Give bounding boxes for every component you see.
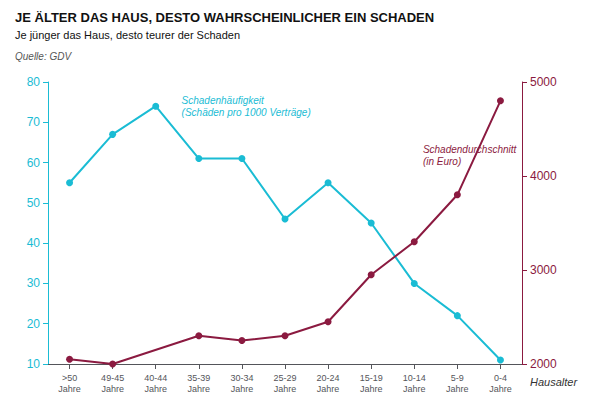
svg-text:80: 80 (27, 75, 41, 89)
svg-text:40-44: 40-44 (144, 373, 167, 383)
svg-text:20-24: 20-24 (317, 373, 340, 383)
svg-text:4000: 4000 (530, 169, 557, 183)
svg-text:Jahre: Jahre (489, 384, 512, 394)
svg-text:Jahre: Jahre (101, 384, 124, 394)
svg-text:30: 30 (27, 276, 41, 290)
svg-text:10: 10 (27, 357, 41, 371)
svg-text:Jahre: Jahre (274, 384, 297, 394)
svg-text:Quelle: GDV: Quelle: GDV (15, 51, 72, 62)
svg-text:>50: >50 (62, 373, 77, 383)
svg-text:5000: 5000 (530, 75, 557, 89)
svg-text:Schadenhäufigkeit: Schadenhäufigkeit (182, 95, 266, 106)
svg-text:40: 40 (27, 236, 41, 250)
svg-text:15-19: 15-19 (360, 373, 383, 383)
svg-text:60: 60 (27, 156, 41, 170)
svg-text:JE ÄLTER DAS HAUS, DESTO WAHRS: JE ÄLTER DAS HAUS, DESTO WAHRSCHEINLICHE… (15, 10, 434, 25)
svg-text:10-14: 10-14 (403, 373, 426, 383)
svg-text:(Schäden pro 1000 Verträge): (Schäden pro 1000 Verträge) (182, 107, 311, 118)
svg-text:Jahre: Jahre (188, 384, 211, 394)
svg-text:Jahre: Jahre (360, 384, 383, 394)
svg-text:(in Euro): (in Euro) (423, 156, 461, 167)
svg-text:50: 50 (27, 196, 41, 210)
svg-text:5-9: 5-9 (451, 373, 464, 383)
svg-text:Jahre: Jahre (231, 384, 254, 394)
svg-text:Jahre: Jahre (58, 384, 81, 394)
svg-text:3000: 3000 (530, 263, 557, 277)
svg-text:Jahre: Jahre (317, 384, 340, 394)
svg-text:2000: 2000 (530, 357, 557, 371)
svg-text:Je jünger das Haus, desto teur: Je jünger das Haus, desto teurer der Sch… (15, 29, 240, 41)
svg-text:Jahre: Jahre (446, 384, 469, 394)
svg-text:30-34: 30-34 (230, 373, 253, 383)
svg-text:Jahre: Jahre (403, 384, 426, 394)
svg-text:49-45: 49-45 (101, 373, 124, 383)
svg-text:Hausalter: Hausalter (530, 376, 578, 388)
svg-text:Schadendurchschnitt: Schadendurchschnitt (423, 144, 518, 155)
svg-text:35-39: 35-39 (187, 373, 210, 383)
svg-text:25-29: 25-29 (273, 373, 296, 383)
svg-text:0-4: 0-4 (494, 373, 507, 383)
svg-text:20: 20 (27, 317, 41, 331)
svg-text:70: 70 (27, 115, 41, 129)
svg-text:Jahre: Jahre (144, 384, 167, 394)
